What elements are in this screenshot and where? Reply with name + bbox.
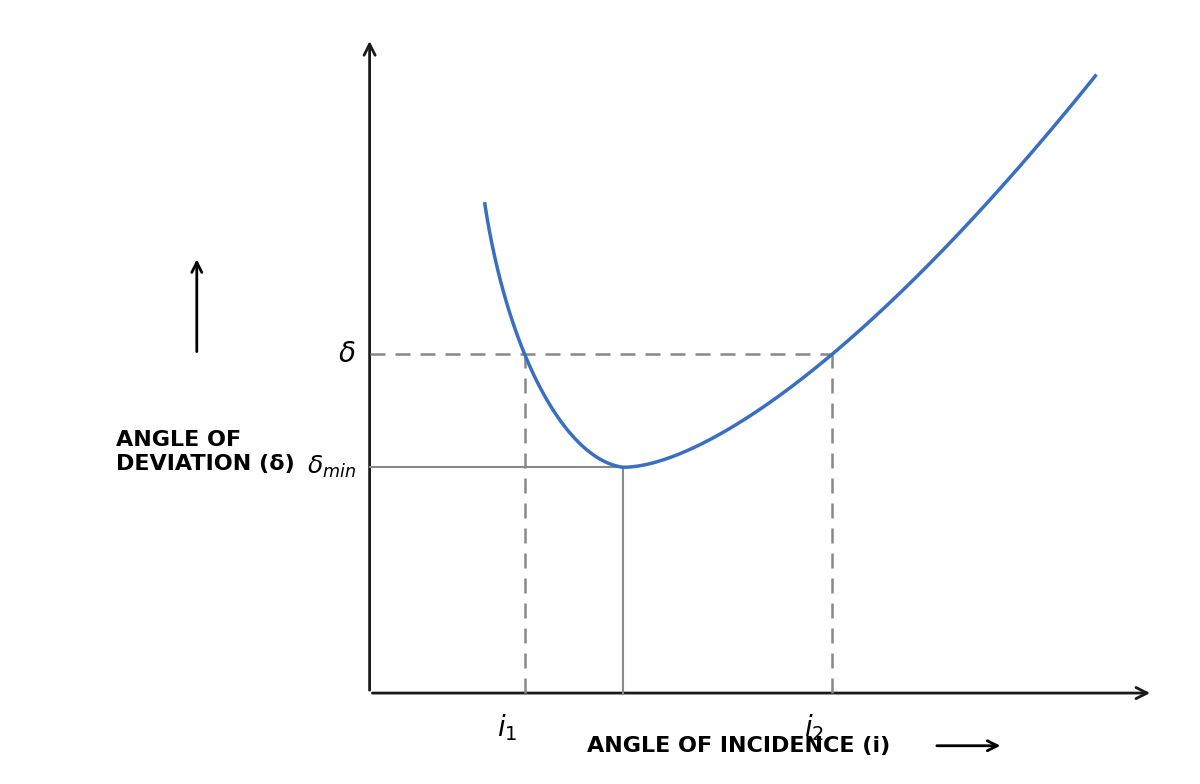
Text: $i_1$: $i_1$ [497,712,517,742]
Text: ANGLE OF INCIDENCE (i): ANGLE OF INCIDENCE (i) [587,735,890,756]
Text: ANGLE OF
DEVIATION (δ): ANGLE OF DEVIATION (δ) [116,430,295,474]
Text: $\delta_{min}$: $\delta_{min}$ [307,454,355,481]
Text: $\delta$: $\delta$ [338,340,355,368]
Text: $i_2$: $i_2$ [804,712,824,742]
